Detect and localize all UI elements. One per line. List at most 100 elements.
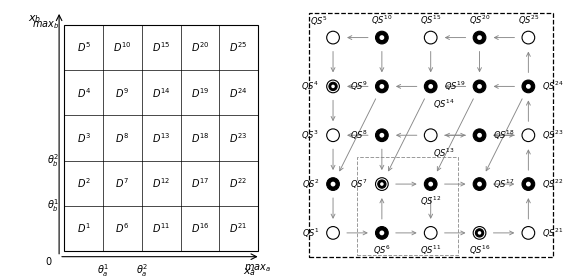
Text: $QS^{4}$: $QS^{4}$ (301, 80, 319, 93)
Circle shape (329, 82, 337, 91)
Circle shape (477, 182, 482, 187)
Circle shape (331, 85, 335, 88)
Text: $D^{22}$: $D^{22}$ (230, 176, 248, 190)
Text: $D^{23}$: $D^{23}$ (230, 131, 248, 145)
Circle shape (477, 133, 482, 138)
Circle shape (522, 129, 535, 142)
Text: $QS^{13}$: $QS^{13}$ (433, 146, 455, 160)
Circle shape (380, 84, 384, 89)
Circle shape (473, 80, 486, 93)
Circle shape (473, 178, 486, 190)
Text: $QS^{23}$: $QS^{23}$ (542, 129, 564, 142)
Text: $QS^{19}$: $QS^{19}$ (444, 80, 466, 93)
Circle shape (326, 80, 339, 93)
Text: $D^{18}$: $D^{18}$ (190, 131, 209, 145)
Circle shape (477, 35, 482, 40)
Circle shape (376, 80, 388, 93)
Circle shape (376, 31, 388, 44)
Text: $QS^{20}$: $QS^{20}$ (469, 13, 491, 27)
Text: $\theta_a^1$: $\theta_a^1$ (97, 262, 109, 276)
Text: $D^{20}$: $D^{20}$ (190, 41, 209, 54)
Circle shape (376, 178, 388, 190)
Circle shape (428, 84, 433, 89)
Text: $QS^{2}$: $QS^{2}$ (301, 177, 319, 191)
Circle shape (376, 227, 388, 239)
Circle shape (473, 31, 486, 44)
Text: $QS^{14}$: $QS^{14}$ (433, 97, 455, 111)
Text: $\theta_a^2$: $\theta_a^2$ (135, 262, 148, 276)
Text: $D^{25}$: $D^{25}$ (230, 41, 248, 54)
Text: $QS^{9}$: $QS^{9}$ (350, 80, 368, 93)
Circle shape (380, 35, 384, 40)
Text: $D^{19}$: $D^{19}$ (191, 86, 209, 100)
Text: $D^{16}$: $D^{16}$ (190, 222, 209, 235)
Text: $D^{12}$: $D^{12}$ (152, 176, 171, 190)
Text: $x_a$: $x_a$ (244, 266, 256, 276)
Text: $D^{15}$: $D^{15}$ (152, 41, 171, 54)
Text: $x_b$: $x_b$ (28, 14, 41, 25)
Circle shape (428, 182, 433, 187)
Circle shape (522, 31, 535, 44)
Text: $D^{24}$: $D^{24}$ (230, 86, 248, 100)
Circle shape (380, 133, 384, 138)
Circle shape (326, 178, 339, 190)
Circle shape (425, 178, 437, 190)
Circle shape (526, 84, 531, 89)
Text: $D^{8}$: $D^{8}$ (116, 131, 130, 145)
Text: $QS^{12}$: $QS^{12}$ (420, 195, 442, 208)
Text: $D^{11}$: $D^{11}$ (152, 222, 171, 235)
Circle shape (331, 182, 335, 187)
Text: $QS^{8}$: $QS^{8}$ (350, 129, 368, 142)
Text: $D^{13}$: $D^{13}$ (152, 131, 171, 145)
Circle shape (477, 84, 482, 89)
Text: $D^{10}$: $D^{10}$ (113, 41, 132, 54)
Text: $D^{5}$: $D^{5}$ (77, 41, 91, 54)
Text: $QS^{5}$: $QS^{5}$ (310, 15, 328, 28)
Text: $QS^{11}$: $QS^{11}$ (420, 244, 442, 257)
Text: $D^{2}$: $D^{2}$ (77, 176, 91, 190)
Text: $QS^{7}$: $QS^{7}$ (350, 177, 368, 191)
Circle shape (522, 80, 535, 93)
Circle shape (526, 182, 531, 187)
Text: $D^{9}$: $D^{9}$ (116, 86, 130, 100)
Text: $D^{14}$: $D^{14}$ (152, 86, 171, 100)
Circle shape (425, 80, 437, 93)
Text: $D^{21}$: $D^{21}$ (230, 222, 248, 235)
Text: $QS^{6}$: $QS^{6}$ (373, 244, 391, 257)
Circle shape (326, 31, 339, 44)
Circle shape (478, 231, 481, 235)
Text: $QS^{1}$: $QS^{1}$ (302, 226, 319, 240)
Circle shape (380, 182, 384, 186)
Text: $QS^{25}$: $QS^{25}$ (517, 13, 539, 27)
Circle shape (326, 129, 339, 142)
Text: $QS^{10}$: $QS^{10}$ (371, 13, 392, 27)
Circle shape (473, 227, 486, 239)
Bar (64, 25, 258, 251)
Text: $D^{17}$: $D^{17}$ (191, 176, 209, 190)
Text: $QS^{24}$: $QS^{24}$ (542, 80, 564, 93)
Text: $QS^{22}$: $QS^{22}$ (542, 177, 564, 191)
Text: $max_b$: $max_b$ (32, 19, 59, 31)
Circle shape (475, 229, 484, 237)
Circle shape (522, 178, 535, 190)
Text: $0$: $0$ (45, 255, 53, 267)
Text: $D^{7}$: $D^{7}$ (116, 176, 130, 190)
Text: $QS^{17}$: $QS^{17}$ (493, 177, 515, 191)
Text: $QS^{21}$: $QS^{21}$ (542, 226, 564, 240)
Text: $\theta_b^1$: $\theta_b^1$ (47, 198, 59, 214)
Circle shape (425, 227, 437, 239)
Circle shape (378, 180, 386, 188)
Text: $D^{3}$: $D^{3}$ (77, 131, 91, 145)
Circle shape (326, 227, 339, 239)
Text: $QS^{3}$: $QS^{3}$ (301, 129, 319, 142)
Text: $max_a$: $max_a$ (245, 262, 272, 274)
Circle shape (380, 230, 384, 235)
Text: $QS^{15}$: $QS^{15}$ (420, 13, 442, 27)
Text: $\theta_b^2$: $\theta_b^2$ (47, 152, 59, 169)
Text: $D^{6}$: $D^{6}$ (116, 222, 130, 235)
Text: $D^{1}$: $D^{1}$ (77, 222, 91, 235)
Text: $QS^{18}$: $QS^{18}$ (493, 129, 515, 142)
Circle shape (425, 31, 437, 44)
Bar (357, 157, 457, 255)
Circle shape (425, 129, 437, 142)
